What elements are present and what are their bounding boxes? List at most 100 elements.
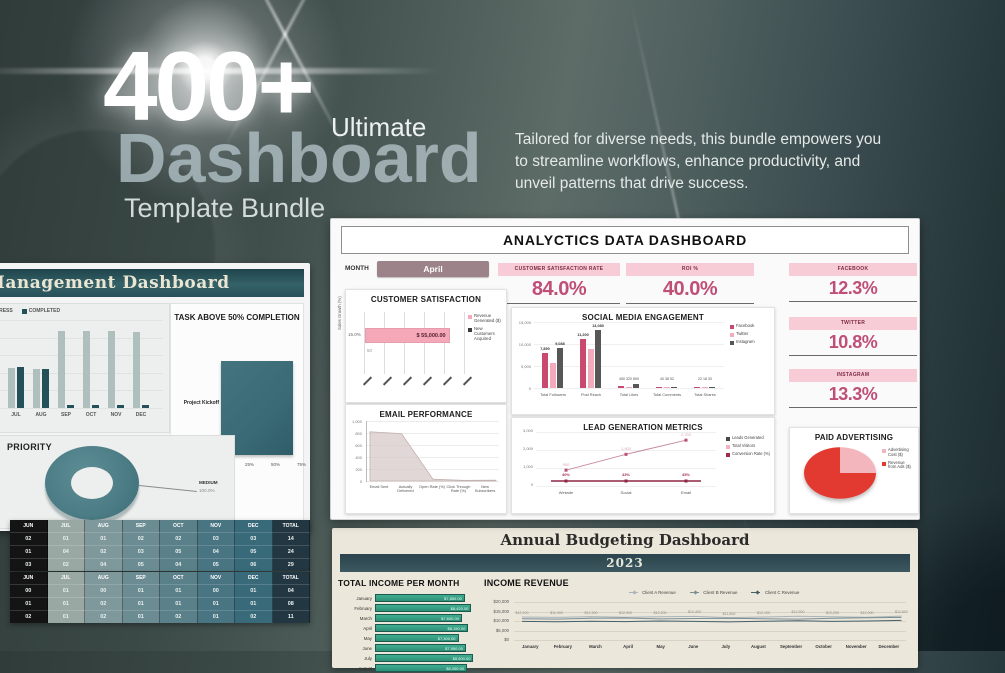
bar-completed: [91, 405, 99, 408]
income-bar-value: $8,050.00: [446, 666, 465, 672]
chart-title: INCOME REVENUE: [484, 578, 569, 588]
chart-title: TOTAL INCOME PER MONTH: [338, 578, 460, 588]
legend-swatch: [726, 445, 730, 449]
bar-facebook: [580, 338, 586, 388]
table-cell: 02: [160, 610, 198, 623]
bar-completed: [141, 405, 149, 408]
social-media-plot: 7,890 11,200 9,088 13,080 450 320 890 40 38 5…: [534, 322, 724, 389]
table-header-cell: OCT: [160, 520, 198, 532]
table-cell: 00: [10, 584, 48, 597]
table-cell: 24: [272, 545, 310, 558]
kpi-value: 84.0%: [531, 278, 587, 300]
month-label: April: [623, 644, 633, 649]
bar-facebook: [618, 386, 624, 388]
bar-in progress: [83, 330, 90, 408]
y-axis-ticks: 1,000 800 600 400 200 0: [348, 419, 363, 484]
bar-in progress: [108, 330, 115, 408]
x-label: Post Reach: [580, 392, 602, 397]
gridline: [384, 312, 385, 374]
legend-swatch: [730, 333, 734, 337]
table-cell: 03: [235, 532, 273, 545]
legend-item: Client C Revenue: [751, 590, 799, 595]
kpi-label: CUSTOMER SATISFACTION RATE: [498, 263, 620, 276]
table-cell: 00: [197, 584, 235, 597]
income-row: March $7,600.00: [338, 613, 478, 623]
table-cell: 01: [122, 610, 160, 623]
bar-instagram: [595, 330, 601, 388]
table-cell: 04: [47, 545, 85, 558]
table-cell: 08: [272, 597, 310, 610]
table-header-cell: JUL: [47, 520, 85, 532]
bar-facebook: [694, 387, 700, 388]
table-cell: 02: [47, 558, 85, 571]
table-header-cell: AUG: [85, 572, 123, 584]
income-bar-track: $8,150.00: [375, 624, 478, 632]
kpi-underline: [626, 303, 754, 304]
table-cell: 03: [122, 545, 160, 558]
table-row: 02 01 01 02 02 03 03 14: [10, 532, 310, 545]
x-label: New Subscribers: [474, 484, 496, 494]
bar-instagram: [557, 348, 563, 388]
table-cell: 01: [10, 545, 48, 558]
legend-item: Advertising Cost ($): [882, 447, 914, 458]
table-cell: 05: [235, 545, 273, 558]
y-tick: 15,000: [518, 320, 531, 325]
month-label: October: [815, 644, 832, 649]
legend-item: Client A Revenue: [628, 590, 676, 595]
table-cell: 02: [85, 597, 123, 610]
bar-twitter: [549, 363, 556, 388]
revenue-bar: $ 55,000.00: [365, 328, 450, 343]
kpi-customer-satisfaction-rate: CUSTOMER SATISFACTION RATE 84.0%: [498, 263, 620, 304]
legend-item: COMPLETED: [21, 308, 60, 314]
point-label: $12,600: [895, 610, 908, 615]
bar-value-label: 9,088: [555, 342, 565, 347]
point-label: $12,100: [515, 611, 529, 615]
table-header-cell: JUN: [10, 572, 48, 584]
x-axis-labels: Website Social Email: [536, 490, 716, 500]
chart-svg: [521, 615, 902, 623]
income-row: July $8,600.00: [338, 653, 478, 663]
y-tick: $0: [504, 637, 509, 642]
budgeting-year-band: 2023: [340, 554, 910, 572]
legend-label: Client B Revenue: [703, 590, 738, 595]
table-cell: 14: [272, 532, 310, 545]
gridline: [534, 322, 724, 323]
income-month-label: May: [363, 635, 372, 641]
legend-label: Client C Revenue: [764, 590, 800, 595]
legend-label: Conversion Rate (%): [732, 451, 770, 456]
income-per-month-panel: TOTAL INCOME PER MONTH January $7,850.00 F…: [338, 578, 478, 673]
income-bar-value: $7,300.00: [437, 636, 456, 642]
legend-swatch: [730, 341, 734, 345]
legend-item: Conversion Rate (%): [726, 451, 772, 457]
x-label: Total Followers: [540, 392, 566, 397]
y-tick: 200: [355, 467, 362, 472]
point-label: $12,200: [826, 610, 839, 615]
month-selector[interactable]: April: [377, 261, 489, 277]
x-label: Actually Delivered: [397, 484, 414, 494]
income-month-label: January: [356, 595, 372, 601]
income-bar-track: $7,850.00: [375, 594, 478, 602]
management-table-1: JUN JUL AUG SEP OCT NOV DEC TOTAL 02 01 01 02 02 03 03…: [10, 520, 310, 571]
bar-completed: [66, 405, 74, 408]
table-cell: 05: [197, 558, 235, 571]
table-cell: 04: [85, 558, 123, 571]
table-cell: 02: [235, 610, 273, 623]
table-header-cell: JUN: [10, 520, 48, 532]
point-label: $12,300: [584, 610, 598, 615]
table-cell: 01: [122, 584, 160, 597]
table-header-cell: SEP: [122, 572, 160, 584]
table-cell: 02: [85, 610, 123, 623]
income-month-label: February: [354, 605, 372, 611]
income-month-label: March: [359, 615, 372, 621]
month-label: SEP: [60, 412, 71, 418]
hero-subtitle: Template Bundle: [124, 193, 326, 223]
pct-label: 43%: [621, 472, 630, 477]
legend-label: Revenue Generated ($): [474, 313, 501, 323]
bar-in progress: [58, 330, 65, 408]
month-label: OCT: [85, 412, 97, 418]
point-label: 2,750: [680, 432, 691, 438]
income-row: February $8,420.00: [338, 603, 478, 613]
gridline: [464, 312, 465, 374]
income-month-label: April: [363, 625, 372, 631]
income-bar: $8,420.00: [375, 604, 472, 612]
